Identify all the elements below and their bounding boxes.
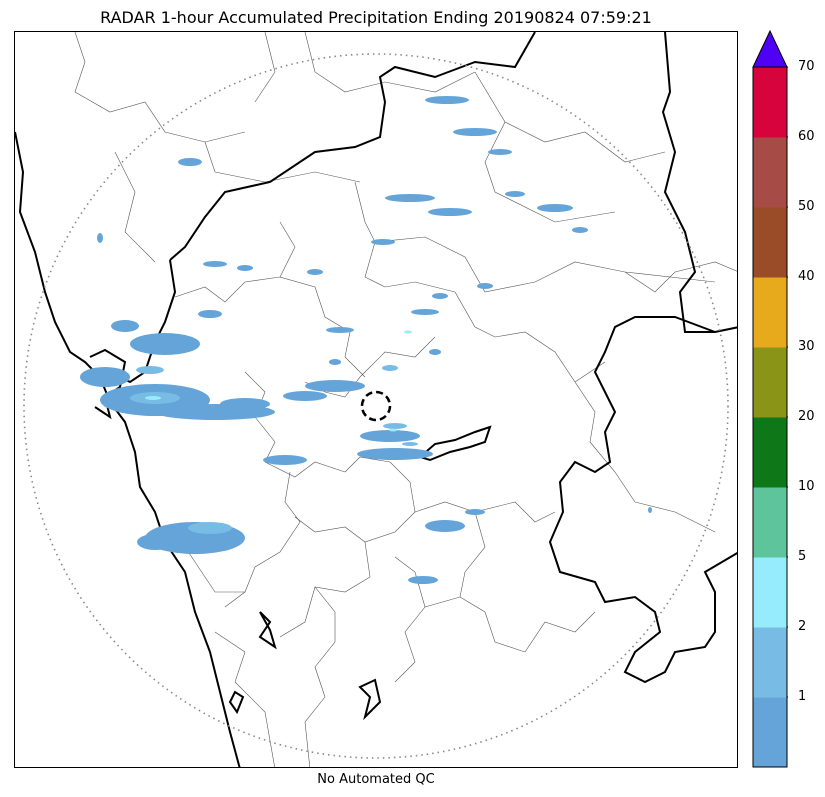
colorbar-segment (753, 627, 787, 698)
colorbar-tick-label: 30 (798, 339, 815, 354)
colorbar-tick-label: 1 (798, 689, 807, 704)
colorbar-tick-label: 2 (798, 619, 807, 634)
precipitation-echoes (80, 96, 652, 584)
colorbar-tick-label: 5 (798, 549, 807, 564)
colorbar-segment (753, 207, 787, 278)
map-canvas (15, 32, 737, 767)
district-boundaries (74, 32, 737, 767)
colorbar-segment (753, 277, 787, 348)
colorbar-segment (753, 67, 787, 138)
radar-map[interactable] (14, 31, 738, 768)
colorbar-tick-label: 20 (798, 409, 815, 424)
colorbar-segment (753, 487, 787, 558)
radar-range-ring (23, 53, 729, 759)
colorbar-segment (753, 697, 787, 768)
colorbar-segment (753, 417, 787, 488)
colorbar-tick-label: 10 (798, 479, 815, 494)
colorbar-tick-label: 50 (798, 199, 815, 214)
colorbar-tick-label: 40 (798, 269, 815, 284)
colorbar-segment (753, 347, 787, 418)
colorbar-segment (753, 137, 787, 208)
colorbar-tick-label: 70 (798, 59, 815, 74)
colorbar (752, 30, 788, 769)
colorbar-segment (753, 557, 787, 628)
map-title: RADAR 1-hour Accumulated Precipitation E… (100, 8, 652, 27)
colorbar-tick-label: 60 (798, 129, 815, 144)
colorbar-extend-arrow (752, 30, 788, 68)
colorbar-canvas (752, 30, 788, 768)
qc-note: No Automated QC (317, 772, 435, 787)
radar-site-marker[interactable] (360, 390, 392, 422)
